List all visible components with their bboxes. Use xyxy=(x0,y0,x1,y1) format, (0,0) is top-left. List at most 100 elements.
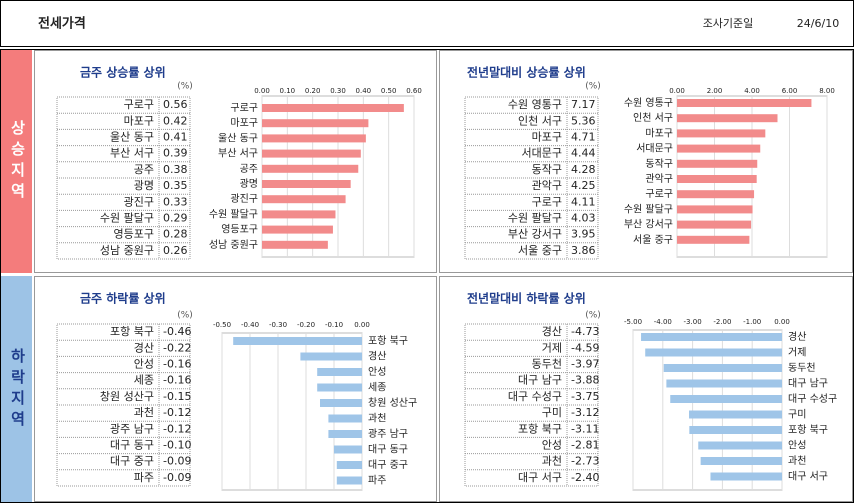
table-value: -4.73 xyxy=(571,325,599,338)
y-category-label: 대구 동구 xyxy=(368,444,408,456)
table-name: 동작구 xyxy=(532,163,562,176)
table-name: 포항 북구 xyxy=(518,422,562,435)
y-category-label: 창원 성산구 xyxy=(368,397,417,409)
table-value: -0.10 xyxy=(163,439,191,452)
y-category-label: 대구 남구 xyxy=(788,378,828,390)
bar xyxy=(328,430,362,438)
table-value: 5.36 xyxy=(571,114,596,127)
table-name: 경산 xyxy=(134,341,154,354)
panel xyxy=(439,276,853,502)
bar xyxy=(698,441,782,450)
y-category-label: 수원 팔달구 xyxy=(624,203,673,215)
y-category-label: 서울 중구 xyxy=(633,234,673,246)
y-category-label: 구미 xyxy=(788,409,806,421)
table-name: 대구 수성구 xyxy=(508,390,562,403)
y-category-label: 인천 서구 xyxy=(633,112,673,124)
bar xyxy=(262,119,369,128)
x-tick-label: -1.00 xyxy=(743,318,761,326)
bar xyxy=(262,210,336,219)
table-name: 과천 xyxy=(134,405,154,419)
table-name: 안성 xyxy=(542,439,562,452)
table-value: -0.16 xyxy=(163,358,191,371)
y-category-label: 부산 강서구 xyxy=(624,219,673,231)
table-name: 광주 남구 xyxy=(110,422,154,435)
bar xyxy=(262,164,359,173)
y-category-label: 대구 서구 xyxy=(788,471,828,483)
chart-title: 금주 상승률 상위 xyxy=(80,65,166,80)
table-value: -2.73 xyxy=(571,455,599,468)
table-name: 구로구 xyxy=(124,98,154,111)
bar xyxy=(336,461,362,469)
x-tick-label: 0.20 xyxy=(305,87,321,95)
x-tick-label: -0.30 xyxy=(269,321,287,329)
table-name: 울산 동구 xyxy=(110,131,154,144)
bar xyxy=(328,414,362,423)
table-name: 서울 중구 xyxy=(518,244,562,257)
y-category-label: 대구 수성구 xyxy=(788,393,837,405)
panel xyxy=(34,276,437,502)
table-name: 부산 강서구 xyxy=(508,228,562,241)
table-value: -0.46 xyxy=(163,325,191,338)
table-name: 서대문구 xyxy=(522,147,562,160)
table-name: 마포구 xyxy=(532,131,562,144)
table-name: 안성 xyxy=(134,358,154,371)
x-tick-label: 0.00 xyxy=(354,321,370,329)
table-value: -3.12 xyxy=(571,406,599,419)
y-category-label: 거제 xyxy=(788,347,806,359)
x-tick-label: -5.00 xyxy=(624,318,642,326)
bar xyxy=(677,129,766,138)
table-name: 동두천 xyxy=(532,357,562,371)
table-value: -0.09 xyxy=(163,455,191,468)
y-category-label: 동두천 xyxy=(788,362,816,374)
table-value: 4.71 xyxy=(571,131,596,144)
table-value: 7.17 xyxy=(571,98,596,111)
bar xyxy=(317,368,362,376)
bar xyxy=(320,399,362,407)
y-category-label: 포항 북구 xyxy=(368,335,408,347)
table-value: 0.35 xyxy=(163,179,188,192)
bar xyxy=(677,190,755,199)
table-value: 4.03 xyxy=(571,212,596,225)
header-box xyxy=(0,0,854,47)
unit-label: (%) xyxy=(585,82,601,92)
y-category-label: 광진구 xyxy=(230,193,258,205)
bar xyxy=(677,99,812,107)
table-value: 3.95 xyxy=(571,228,596,241)
bar xyxy=(336,476,362,485)
y-category-label: 관악구 xyxy=(645,173,673,185)
table-name: 수원 팔달구 xyxy=(508,212,562,225)
table-value: 4.11 xyxy=(571,195,596,208)
table-value: 0.29 xyxy=(163,212,188,225)
chart-title: 전년말대비 하락률 상위 xyxy=(467,291,586,306)
bar xyxy=(663,364,782,372)
x-tick-label: -0.10 xyxy=(325,321,343,329)
date-label: 조사기준일 xyxy=(703,16,754,30)
bar xyxy=(334,445,362,454)
table-name: 수원 영통구 xyxy=(508,98,562,111)
bar xyxy=(262,225,333,234)
y-category-label: 마포구 xyxy=(645,127,673,139)
y-category-label: 경산 xyxy=(788,330,806,343)
y-category-label: 과천 xyxy=(368,413,386,425)
table-value: 4.28 xyxy=(571,163,596,176)
table-value: 4.44 xyxy=(571,147,596,160)
bar xyxy=(262,104,404,112)
y-category-label: 울산 동구 xyxy=(218,132,258,144)
x-tick-label: -0.20 xyxy=(297,321,315,329)
table-value: -3.88 xyxy=(571,374,599,387)
table-name: 공주 xyxy=(134,163,154,176)
table-name: 대구 남구 xyxy=(518,374,562,387)
y-category-label: 영등포구 xyxy=(221,224,258,236)
bar xyxy=(641,333,782,341)
y-category-label: 대구 중구 xyxy=(368,459,408,471)
x-tick-label: 0.00 xyxy=(669,87,685,95)
table-name: 성남 중원구 xyxy=(100,244,154,257)
y-category-label: 수원 영통구 xyxy=(624,97,673,109)
y-category-label: 부산 서구 xyxy=(218,148,258,160)
bar xyxy=(262,240,328,249)
x-tick-label: -4.00 xyxy=(654,318,672,326)
table-value: 0.56 xyxy=(163,98,188,111)
table-name: 포항 북구 xyxy=(110,325,154,338)
table-name: 대구 동구 xyxy=(110,439,154,452)
